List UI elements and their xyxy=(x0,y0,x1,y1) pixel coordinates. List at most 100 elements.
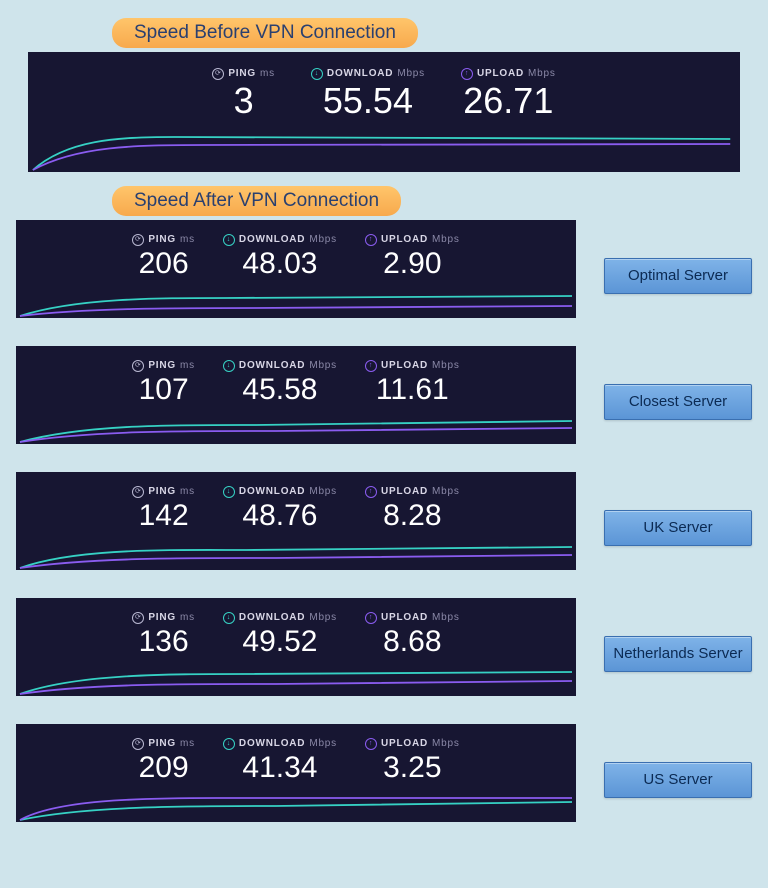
metrics-row: ⟳ PING ms 142 ↓ DOWNLOAD Mbps 48.76 ↑ UP… xyxy=(16,472,576,532)
speed-curve xyxy=(16,412,576,444)
download-icon: ↓ xyxy=(223,612,235,624)
ping-label: ⟳ PING ms xyxy=(132,486,195,498)
download-value: 49.52 xyxy=(223,626,337,658)
download-label-text: DOWNLOAD xyxy=(239,738,305,749)
upload-unit: Mbps xyxy=(432,486,460,497)
upload-icon: ↑ xyxy=(365,738,377,750)
server-button[interactable]: Netherlands Server xyxy=(604,636,752,672)
download-icon: ↓ xyxy=(223,360,235,372)
download-unit: Mbps xyxy=(397,68,425,79)
download-unit: Mbps xyxy=(309,234,337,245)
ping-icon: ⟳ xyxy=(132,360,144,372)
download-value: 41.34 xyxy=(223,752,337,784)
upload-label-text: UPLOAD xyxy=(477,68,524,79)
upload-label: ↑ UPLOAD Mbps xyxy=(365,738,460,750)
ping-label: ⟳ PING ms xyxy=(132,360,195,372)
download-label: ↓ DOWNLOAD Mbps xyxy=(223,738,337,750)
speed-card-after: ⟳ PING ms 107 ↓ DOWNLOAD Mbps 45.58 ↑ UP… xyxy=(16,346,576,444)
metrics-row: ⟳ PING ms 136 ↓ DOWNLOAD Mbps 49.52 ↑ UP… xyxy=(16,598,576,658)
upload-unit: Mbps xyxy=(432,360,460,371)
upload-label: ↑ UPLOAD Mbps xyxy=(365,612,460,624)
download-value: 48.03 xyxy=(223,248,337,280)
server-button[interactable]: Closest Server xyxy=(604,384,752,420)
upload-unit: Mbps xyxy=(528,68,556,79)
after-cards-list: ⟳ PING ms 206 ↓ DOWNLOAD Mbps 48.03 ↑ UP… xyxy=(10,220,758,836)
ping-label: ⟳ PING ms xyxy=(212,68,275,80)
download-unit: Mbps xyxy=(309,360,337,371)
ping-icon: ⟳ xyxy=(132,612,144,624)
ping-value: 136 xyxy=(132,626,195,658)
metric-download: ↓ DOWNLOAD Mbps 45.58 xyxy=(223,354,337,406)
speed-card-before: ⟳ PING ms 3 ↓ DOWNLOAD Mbps 55.54 ↑ UPLO… xyxy=(28,52,740,172)
server-button[interactable]: Optimal Server xyxy=(604,258,752,294)
metric-ping: ⟳ PING ms 209 xyxy=(132,732,195,784)
metric-ping: ⟳ PING ms 142 xyxy=(132,480,195,532)
download-label-text: DOWNLOAD xyxy=(239,360,305,371)
speed-row: ⟳ PING ms 209 ↓ DOWNLOAD Mbps 41.34 ↑ UP… xyxy=(10,724,758,836)
download-label: ↓ DOWNLOAD Mbps xyxy=(223,234,337,246)
ping-unit: ms xyxy=(180,612,195,623)
speed-curve xyxy=(16,664,576,696)
metrics-row: ⟳ PING ms 107 ↓ DOWNLOAD Mbps 45.58 ↑ UP… xyxy=(16,346,576,406)
metrics-row: ⟳ PING ms 3 ↓ DOWNLOAD Mbps 55.54 ↑ UPLO… xyxy=(28,52,740,120)
ping-icon: ⟳ xyxy=(212,68,224,80)
metrics-row: ⟳ PING ms 206 ↓ DOWNLOAD Mbps 48.03 ↑ UP… xyxy=(16,220,576,280)
upload-label: ↑ UPLOAD Mbps xyxy=(461,68,556,80)
header-after: Speed After VPN Connection xyxy=(112,186,401,216)
metric-download: ↓ DOWNLOAD Mbps 55.54 xyxy=(311,62,425,120)
metric-upload: ↑ UPLOAD Mbps 2.90 xyxy=(365,228,460,280)
ping-icon: ⟳ xyxy=(132,738,144,750)
header-before: Speed Before VPN Connection xyxy=(112,18,418,48)
speed-curve xyxy=(28,132,740,172)
upload-unit: Mbps xyxy=(432,234,460,245)
download-icon: ↓ xyxy=(223,234,235,246)
ping-value: 209 xyxy=(132,752,195,784)
server-button[interactable]: US Server xyxy=(604,762,752,798)
speed-row: ⟳ PING ms 107 ↓ DOWNLOAD Mbps 45.58 ↑ UP… xyxy=(10,346,758,458)
upload-label: ↑ UPLOAD Mbps xyxy=(365,234,460,246)
metric-download: ↓ DOWNLOAD Mbps 48.76 xyxy=(223,480,337,532)
ping-unit: ms xyxy=(260,68,275,79)
download-label-text: DOWNLOAD xyxy=(239,486,305,497)
metric-ping: ⟳ PING ms 3 xyxy=(212,62,275,120)
download-value: 45.58 xyxy=(223,374,337,406)
speed-card-after: ⟳ PING ms 206 ↓ DOWNLOAD Mbps 48.03 ↑ UP… xyxy=(16,220,576,318)
download-label-text: DOWNLOAD xyxy=(239,234,305,245)
upload-value: 26.71 xyxy=(461,82,556,120)
upload-icon: ↑ xyxy=(365,486,377,498)
speed-row: ⟳ PING ms 142 ↓ DOWNLOAD Mbps 48.76 ↑ UP… xyxy=(10,472,758,584)
ping-unit: ms xyxy=(180,738,195,749)
download-label-text: DOWNLOAD xyxy=(327,68,393,79)
metric-ping: ⟳ PING ms 206 xyxy=(132,228,195,280)
ping-label-text: PING xyxy=(148,234,176,245)
speed-curve xyxy=(16,286,576,318)
ping-label: ⟳ PING ms xyxy=(132,738,195,750)
metric-upload: ↑ UPLOAD Mbps 26.71 xyxy=(461,62,556,120)
metric-download: ↓ DOWNLOAD Mbps 48.03 xyxy=(223,228,337,280)
upload-value: 2.90 xyxy=(365,248,460,280)
server-button[interactable]: UK Server xyxy=(604,510,752,546)
ping-value: 3 xyxy=(212,82,275,120)
download-value: 48.76 xyxy=(223,500,337,532)
ping-unit: ms xyxy=(180,486,195,497)
ping-label-text: PING xyxy=(148,612,176,623)
download-unit: Mbps xyxy=(309,738,337,749)
speed-card-after: ⟳ PING ms 209 ↓ DOWNLOAD Mbps 41.34 ↑ UP… xyxy=(16,724,576,822)
ping-value: 142 xyxy=(132,500,195,532)
download-icon: ↓ xyxy=(223,738,235,750)
upload-label-text: UPLOAD xyxy=(381,738,428,749)
download-label: ↓ DOWNLOAD Mbps xyxy=(223,486,337,498)
download-icon: ↓ xyxy=(223,486,235,498)
ping-label-text: PING xyxy=(148,486,176,497)
upload-label: ↑ UPLOAD Mbps xyxy=(365,486,460,498)
download-label: ↓ DOWNLOAD Mbps xyxy=(223,612,337,624)
speed-card-after: ⟳ PING ms 142 ↓ DOWNLOAD Mbps 48.76 ↑ UP… xyxy=(16,472,576,570)
upload-label: ↑ UPLOAD Mbps xyxy=(365,360,460,372)
upload-value: 3.25 xyxy=(365,752,460,784)
speed-curve xyxy=(16,538,576,570)
download-unit: Mbps xyxy=(309,612,337,623)
ping-label: ⟳ PING ms xyxy=(132,234,195,246)
ping-value: 107 xyxy=(132,374,195,406)
download-value: 55.54 xyxy=(311,82,425,120)
upload-unit: Mbps xyxy=(432,612,460,623)
